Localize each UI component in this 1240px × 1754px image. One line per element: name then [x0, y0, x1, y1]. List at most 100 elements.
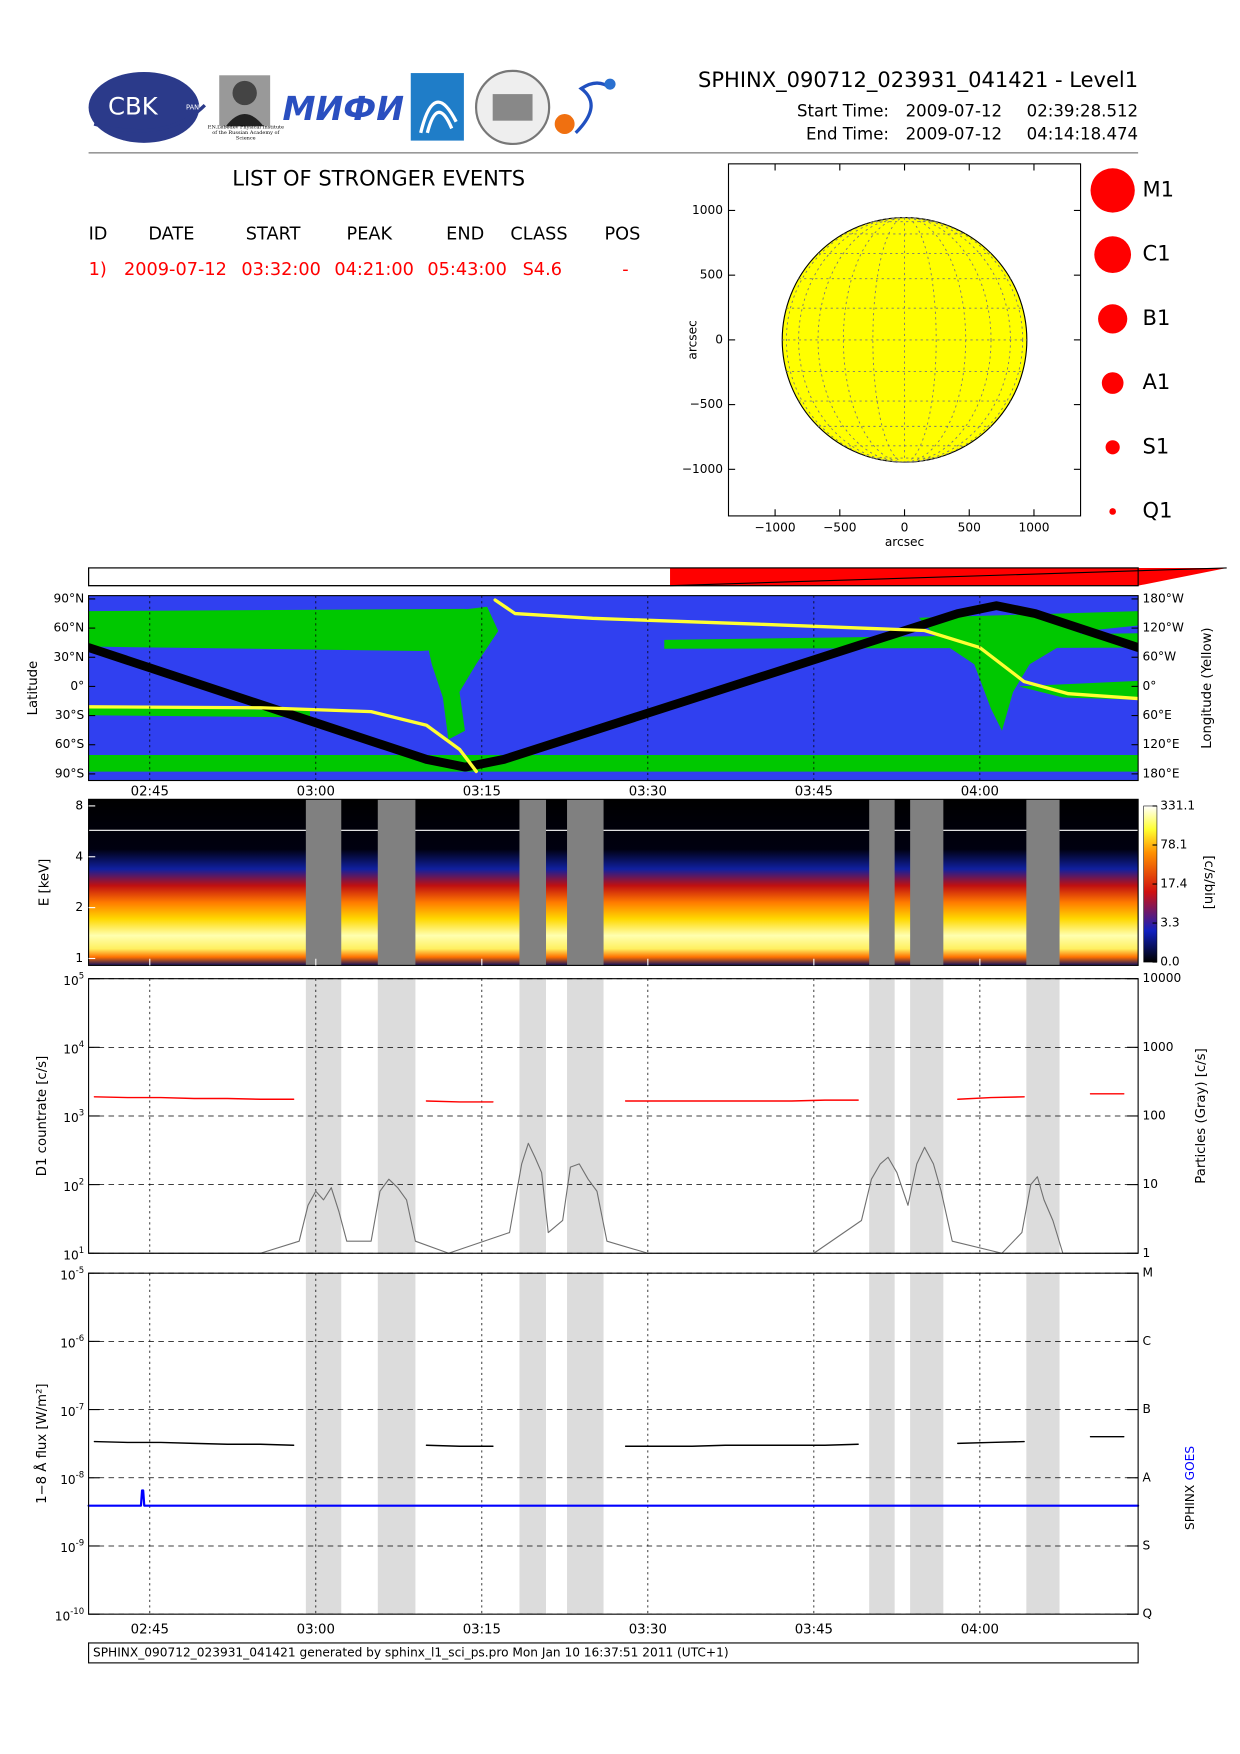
y-tick-label: 1 — [75, 951, 83, 965]
legend-marker — [1090, 168, 1135, 213]
lebedev-caption: P.N.Lebedev Physical Institute of the Ru… — [207, 125, 285, 142]
footer: SPHINX_090712_023931_041421 generated by… — [93, 1645, 729, 1659]
sun-logo — [554, 114, 575, 134]
legend-label: M1 — [1143, 176, 1175, 201]
land-shape — [918, 611, 1139, 731]
y-tick-label: 60°N — [54, 621, 85, 635]
data-gap — [1026, 799, 1060, 966]
x-tick-label: 04:00 — [961, 785, 999, 800]
y-tick-label-base: 10 — [60, 1336, 75, 1350]
data-gap — [869, 1273, 895, 1615]
data-gap — [910, 799, 944, 966]
y2-tick-label: 0° — [1143, 679, 1157, 693]
legend-entry: GOES — [1183, 1446, 1197, 1481]
x-tick-label: 03:45 — [795, 785, 833, 800]
y2-tick-label: 1000 — [1143, 1040, 1174, 1054]
legend-label: A1 — [1143, 369, 1171, 394]
x-tick-label: 03:00 — [297, 1623, 335, 1638]
data-gap — [567, 1273, 604, 1615]
x-tick-label: 03:45 — [795, 1623, 833, 1638]
y-tick-label-base: 10 — [63, 1179, 78, 1193]
table-header: START — [246, 225, 301, 245]
data-gap — [1026, 978, 1060, 1254]
meridian — [817, 217, 992, 463]
data-gap — [519, 1273, 547, 1615]
y2-tick-label: 100 — [1143, 1108, 1166, 1122]
cbk-text: CBK — [108, 91, 159, 120]
y-tick-label-exp: 3 — [79, 1108, 84, 1118]
legend-entry: SPHINX — [1183, 1485, 1197, 1530]
y2-tick-label: A — [1143, 1470, 1152, 1484]
y-tick-label: 8 — [75, 798, 83, 812]
pan-text: PAN — [186, 103, 199, 111]
table-cell: 05:43:00 — [427, 260, 507, 280]
table-header: END — [446, 225, 484, 245]
x-tick-label: 02:45 — [131, 1623, 169, 1638]
y-tick-label: 500 — [700, 268, 723, 282]
y-tick-label: −1000 — [682, 462, 723, 476]
table-header: CLASS — [510, 225, 567, 245]
progress-wedge — [1138, 567, 1227, 586]
end-time: 04:14:18.474 — [1027, 125, 1138, 144]
y-tick-label-exp: -8 — [76, 1470, 85, 1480]
x-tick-label: 03:30 — [629, 1623, 667, 1638]
y2-tick-label: Q — [1143, 1607, 1153, 1621]
y-tick-label-base: 10 — [60, 1541, 75, 1555]
legend-label: S1 — [1143, 433, 1170, 458]
ground-track — [88, 601, 1139, 772]
legend-label: C1 — [1143, 241, 1171, 266]
data-gap — [305, 1273, 342, 1615]
y-tick-label: 10-5 — [60, 1265, 84, 1282]
logo-swoosh — [93, 104, 207, 133]
colorbar-label: 78.1 — [1160, 838, 1187, 852]
map-background — [88, 595, 1139, 781]
axis-label: D1 countrate [c/s] — [35, 1056, 50, 1177]
table-header: PEAK — [347, 225, 393, 245]
land-shape — [88, 706, 311, 718]
axis-label: 1−8 Å flux [W/m²] — [33, 1383, 50, 1504]
y-tick-label: 0 — [715, 332, 723, 346]
spectrogram-image — [88, 799, 1139, 966]
plot-frame — [88, 1272, 1139, 1615]
legend-label: B1 — [1143, 305, 1171, 330]
colorbar-label: 3.3 — [1160, 916, 1179, 930]
y2-tick-label: 10000 — [1143, 971, 1182, 985]
progress-diagonal — [670, 567, 1227, 587]
land-shape — [88, 755, 1139, 772]
legend-label: Q1 — [1143, 497, 1173, 522]
data-gap — [377, 799, 416, 966]
x-tick-label: 03:15 — [463, 1623, 501, 1638]
y-tick-label-base: 10 — [63, 973, 78, 987]
x-tick-label: 1000 — [1018, 521, 1049, 535]
table-header: ID — [89, 225, 108, 245]
blue-logo — [410, 73, 464, 141]
y2-tick-label: B — [1143, 1402, 1151, 1416]
x-tick-label: 03:15 — [463, 785, 501, 800]
plot-frame — [88, 978, 1139, 1254]
data-gap — [567, 799, 604, 966]
data-gap — [377, 1273, 416, 1615]
data-gap — [910, 1273, 944, 1615]
axis-label: arcsec — [686, 320, 700, 359]
data-gap — [1026, 1273, 1060, 1615]
land-shape — [88, 608, 488, 651]
portrait-head — [232, 80, 257, 106]
mifi-text: МИФИ — [282, 89, 404, 128]
y2-tick-label: 10 — [1143, 1177, 1158, 1191]
footer-box — [88, 1642, 1139, 1664]
y2-tick-label: S — [1143, 1538, 1151, 1552]
longitude-line — [88, 598, 1139, 774]
x-tick-label: 500 — [958, 521, 981, 535]
start-time: 02:39:28.512 — [1027, 101, 1138, 120]
x-tick-label: 04:00 — [961, 1623, 999, 1638]
series-line — [93, 1435, 1125, 1447]
y-tick-label-exp: 2 — [79, 1177, 84, 1187]
table-cell: 03:32:00 — [241, 260, 321, 280]
y-tick-label-exp: -5 — [76, 1265, 85, 1275]
data-gap — [305, 799, 342, 966]
colorbar-label: 331.1 — [1160, 798, 1195, 812]
table-cell: 2009-07-12 — [124, 260, 227, 280]
legend-marker — [1109, 508, 1116, 515]
y-tick-label-exp: 4 — [79, 1040, 84, 1050]
stamp-building — [492, 94, 533, 121]
